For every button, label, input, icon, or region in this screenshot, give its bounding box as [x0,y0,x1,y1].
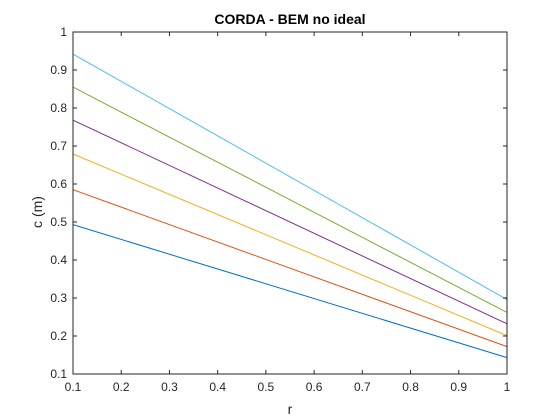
series-line-2 [72,189,508,348]
plot-area: 0.1 0.2 0.3 0.4 0.5 0.6 0.7 0.8 0.9 1 0.1 0.2 0.3 0.4… [50,25,510,394]
y-tick-label-5: 0.5 [50,215,67,229]
axes-box [72,31,508,375]
series-line-6 [72,53,508,300]
y-tick-label-3: 0.3 [50,291,67,305]
x-tick-label-10: 1 [504,380,511,394]
series-line-5 [72,86,508,313]
series-line-4 [72,119,508,325]
x-tick-label-8: 0.8 [402,380,419,394]
x-tick-label-9: 0.9 [450,380,467,394]
y-tick-label-1: 0.1 [50,367,67,381]
series-line-1 [72,224,508,359]
y-tick-label-6: 0.6 [50,177,67,191]
y-tick-label-9: 0.9 [50,63,67,77]
x-tick-label-4: 0.4 [209,380,226,394]
x-tick-label-3: 0.3 [161,380,178,394]
series-line-3 [72,153,508,337]
y-tick-label-2: 0.2 [50,329,67,343]
x-tick-label-1: 0.1 [65,380,82,394]
y-tick-label-7: 0.7 [50,139,67,153]
x-tick-label-2: 0.2 [113,380,130,394]
x-axis-label: r [288,401,293,417]
y-tick-label-4: 0.4 [50,253,67,267]
y-tick-label-10: 1 [60,25,67,39]
chart-title: CORDA - BEM no ideal [214,11,365,27]
y-axis-label: c (m) [29,196,45,228]
x-tick-label-7: 0.7 [354,380,371,394]
x-tick-label-6: 0.6 [306,380,323,394]
x-tick-label-5: 0.5 [258,380,275,394]
y-tick-label-8: 0.8 [50,101,67,115]
